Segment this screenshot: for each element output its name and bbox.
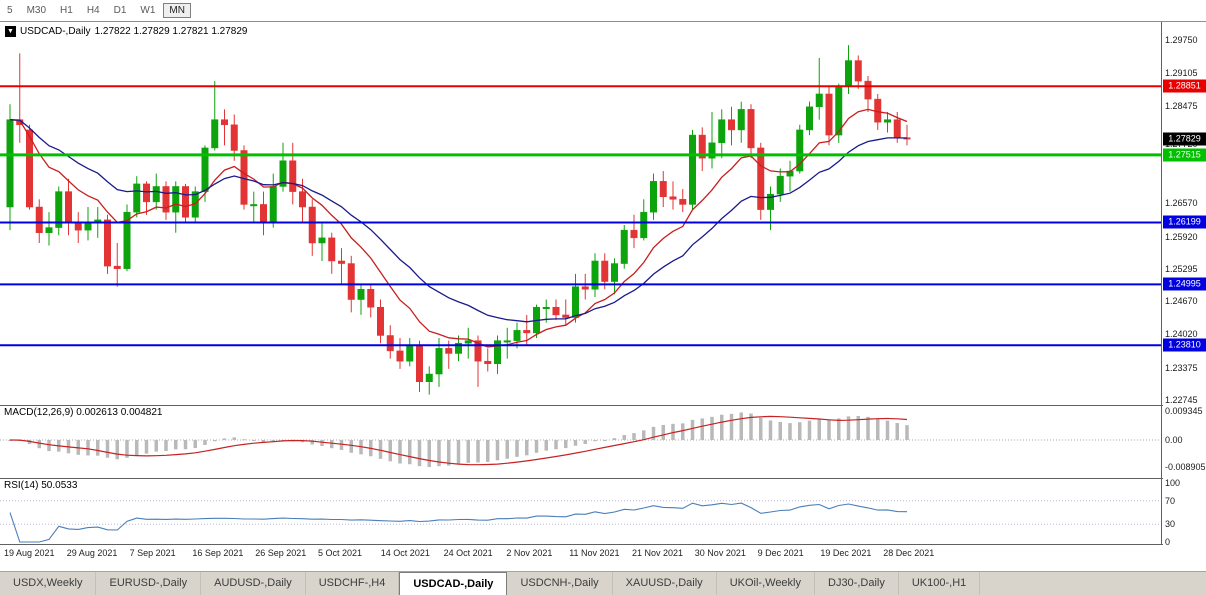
- date-label: 2 Nov 2021: [506, 548, 553, 558]
- chart-tabbar: USDX,Weekly EURUSD-,Daily AUDUSD-,Daily USD…: [0, 571, 1206, 595]
- chart-tab-audusd-daily[interactable]: AUDUSD-,Daily: [201, 572, 306, 595]
- timeframe-button-5[interactable]: 5: [7, 5, 13, 16]
- chart-tab-usdcnh-daily[interactable]: USDCNH-,Daily: [507, 572, 613, 595]
- rsi-tick: 30: [1165, 519, 1176, 530]
- macd-tick: 0.009345: [1165, 406, 1203, 416]
- level-badge: 1.26199: [1163, 215, 1206, 229]
- date-label: 30 Nov 2021: [694, 548, 746, 558]
- date-label: 24 Oct 2021: [443, 548, 493, 558]
- timeframe-button-m30[interactable]: M30: [26, 5, 47, 16]
- chart-tab-ukoil-weekly[interactable]: UKOil-,Weekly: [717, 572, 815, 595]
- date-label: 9 Dec 2021: [757, 548, 804, 558]
- timeframe-button-mn[interactable]: MN: [163, 3, 191, 18]
- chevron-down-icon[interactable]: ▼: [5, 26, 16, 37]
- date-label: 11 Nov 2021: [569, 548, 620, 558]
- date-label: 7 Sep 2021: [129, 548, 176, 558]
- chart-tab-eurusd-daily[interactable]: EURUSD-,Daily: [96, 572, 202, 595]
- chart-tab-usdx-weekly[interactable]: USDX,Weekly: [0, 572, 97, 595]
- price-tick: 1.24020: [1165, 329, 1198, 340]
- price-tick: 1.28475: [1165, 100, 1198, 111]
- rsi-tick: 0: [1165, 537, 1171, 547]
- symbol-period-label: USDCAD-,Daily: [20, 26, 91, 37]
- chart-tab-uk100-h1[interactable]: UK100-,H1: [899, 572, 981, 595]
- date-label: 16 Sep 2021: [192, 548, 244, 558]
- macd-tick: 0.00: [1165, 435, 1183, 445]
- price-tick: 1.25920: [1165, 231, 1198, 242]
- chart-tab-usdcad-daily[interactable]: USDCAD-,Daily: [399, 572, 508, 595]
- macd-indicator-label: MACD(12,26,9) 0.002613 0.004821: [4, 407, 163, 418]
- date-label: 26 Sep 2021: [255, 548, 307, 558]
- price-tick: 1.29105: [1165, 68, 1198, 79]
- level-badge: 1.27515: [1163, 148, 1206, 162]
- price-chart-canvas[interactable]: [0, 22, 1206, 545]
- level-badge: 1.24995: [1163, 277, 1206, 291]
- price-tick: 1.22745: [1165, 394, 1198, 405]
- rsi-indicator-label: RSI(14) 50.0533: [4, 480, 78, 491]
- date-label: 21 Nov 2021: [632, 548, 684, 558]
- chart-tab-xauusd-daily[interactable]: XAUUSD-,Daily: [613, 572, 717, 595]
- price-tick: 1.25295: [1165, 263, 1198, 274]
- price-axis: 1.297501.291051.284751.277201.265701.259…: [1163, 22, 1206, 547]
- chart-symbol-label: ▼ USDCAD-,Daily 1.27822 1.27829 1.27821 …: [5, 26, 248, 37]
- chart-region: ▼ USDCAD-,Daily 1.27822 1.27829 1.27821 …: [0, 22, 1206, 545]
- date-label: 19 Aug 2021: [4, 548, 55, 558]
- date-label: 28 Dec 2021: [883, 548, 935, 558]
- price-tick: 1.26570: [1165, 198, 1198, 209]
- price-tick: 1.29750: [1165, 35, 1198, 45]
- price-tick: 1.23375: [1165, 362, 1198, 373]
- date-label: 5 Oct 2021: [318, 548, 363, 558]
- timeframe-button-h4[interactable]: H4: [86, 5, 100, 16]
- level-badge: 1.23810: [1163, 338, 1206, 352]
- timeframe-toolbar: 5 M30 H1 H4 D1 W1 MN: [0, 0, 1206, 22]
- price-tick: 1.24670: [1165, 296, 1198, 307]
- rsi-tick: 100: [1165, 478, 1181, 488]
- date-label: 29 Aug 2021: [66, 548, 118, 558]
- timeframe-button-h1[interactable]: H1: [60, 5, 73, 16]
- timeframe-button-d1[interactable]: D1: [113, 5, 127, 16]
- rsi-tick: 70: [1165, 495, 1176, 506]
- chart-tab-dj30-daily[interactable]: DJ30-,Daily: [815, 572, 899, 595]
- timeframe-button-w1[interactable]: W1: [140, 5, 156, 16]
- date-axis: 19 Aug 2021 29 Aug 2021 7 Sep 2021 16 Sep 2…: [0, 545, 1163, 561]
- macd-tick: -0.008905: [1165, 461, 1206, 472]
- level-badge: 1.28851: [1163, 79, 1206, 93]
- ohlc-values: 1.27822 1.27829 1.27821 1.27829: [94, 26, 248, 37]
- chart-tab-usdchf-h4[interactable]: USDCHF-,H4: [306, 572, 400, 595]
- date-label: 19 Dec 2021: [820, 548, 872, 558]
- date-label: 14 Oct 2021: [380, 548, 430, 558]
- current-price-badge: 1.27829: [1163, 132, 1206, 146]
